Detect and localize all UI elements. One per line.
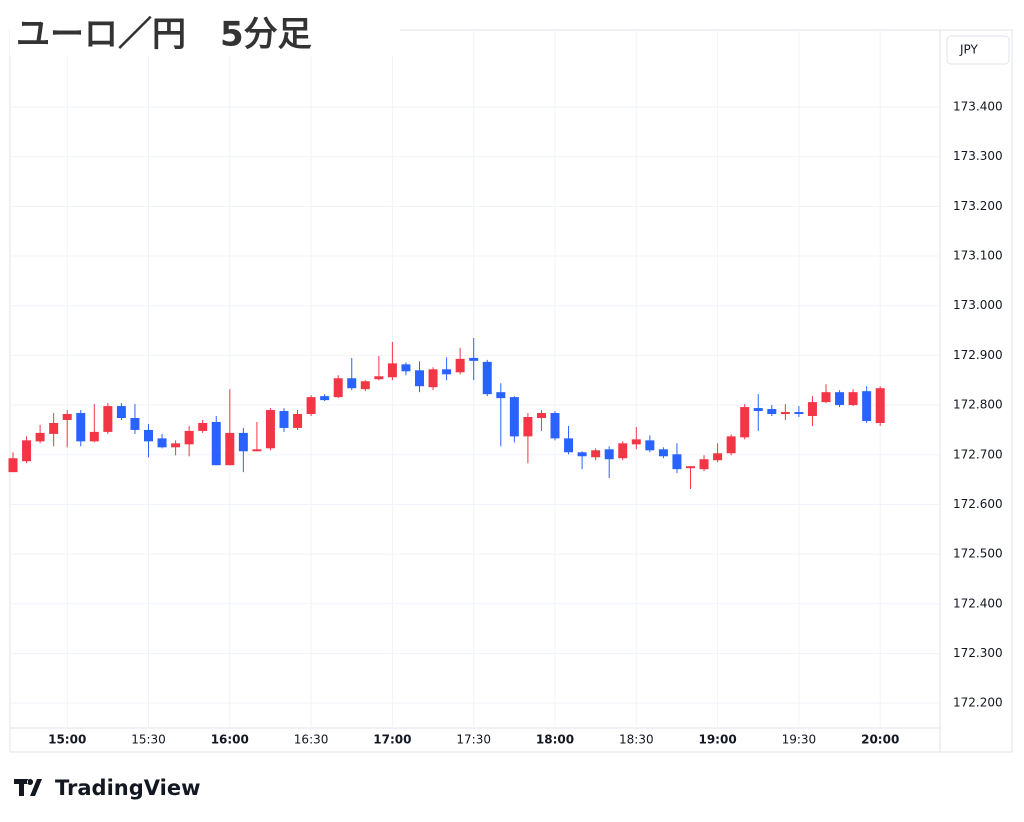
candle-body — [672, 454, 682, 470]
y-tick-label: 172.500 — [953, 547, 1003, 561]
y-tick-label: 173.300 — [953, 149, 1003, 163]
candle-body — [577, 452, 587, 457]
x-tick-label: 19:00 — [698, 733, 736, 747]
candle-body — [740, 407, 750, 438]
x-tick-label: 17:00 — [373, 733, 411, 747]
candle-body — [767, 409, 777, 415]
candle-body — [428, 369, 438, 388]
y-tick-label: 172.400 — [953, 596, 1003, 610]
candle-body — [265, 410, 275, 449]
candle-body — [279, 411, 289, 428]
candle-body — [374, 376, 384, 380]
x-tick-label: 20:00 — [861, 733, 899, 747]
title-bg — [10, 10, 400, 56]
candle-body — [347, 378, 357, 389]
candle-body — [509, 397, 519, 437]
candle-body — [591, 450, 601, 458]
candle-body — [198, 422, 208, 431]
candle-body — [631, 439, 641, 445]
candle-body — [699, 459, 709, 470]
grid — [10, 30, 940, 728]
candle-body — [103, 406, 113, 432]
candle-body — [130, 417, 140, 430]
candle-body — [645, 440, 655, 451]
brand-name: TradingView — [55, 776, 200, 800]
candle-body — [713, 453, 723, 461]
candle-body — [726, 436, 736, 454]
candle-body — [62, 414, 72, 420]
candle-body — [550, 413, 560, 439]
x-tick-label: 16:00 — [211, 733, 249, 747]
candle-body — [401, 364, 411, 372]
brand-logo — [14, 779, 42, 796]
candle-body — [835, 392, 845, 406]
y-tick-label: 172.200 — [953, 696, 1003, 710]
candle-body — [360, 381, 370, 390]
y-tick-label: 173.000 — [953, 298, 1003, 312]
candle-body — [238, 432, 248, 452]
x-tick-label: 15:30 — [131, 733, 166, 747]
y-tick-label: 172.700 — [953, 447, 1003, 461]
x-tick-label: 19:30 — [782, 733, 817, 747]
candle-body — [252, 449, 262, 452]
y-tick-label: 172.600 — [953, 497, 1003, 511]
candle-body — [320, 396, 330, 401]
y-tick-label: 173.100 — [953, 249, 1003, 263]
candle-body — [76, 413, 86, 442]
candle-body — [496, 392, 506, 399]
candle-body — [171, 443, 181, 448]
candle-body — [686, 466, 695, 469]
candle-body — [8, 458, 18, 473]
candle-body — [604, 449, 614, 460]
candle-body — [753, 408, 763, 412]
candle-body — [144, 429, 153, 442]
currency-box — [946, 35, 1010, 65]
candle-body — [482, 361, 492, 395]
candle-body — [442, 369, 452, 375]
candle-body — [523, 417, 533, 437]
currency-label: JPY — [959, 43, 979, 57]
candle-body — [821, 392, 831, 403]
candle-body — [387, 363, 397, 378]
x-tick-label: 18:00 — [536, 733, 574, 747]
candle-body — [536, 413, 546, 418]
candle-body — [862, 391, 872, 421]
candle-body — [225, 432, 235, 466]
candle-body — [807, 402, 817, 417]
candles — [8, 338, 885, 490]
candle-body — [89, 431, 99, 442]
candle-body — [469, 357, 479, 361]
candle-body — [780, 412, 790, 415]
candle-body — [184, 430, 194, 445]
y-tick-label: 172.300 — [953, 646, 1003, 660]
y-tick-label: 172.800 — [953, 398, 1003, 412]
chart-frame — [9, 29, 1013, 753]
candle-body — [157, 438, 167, 448]
x-tick-label: 16:30 — [294, 733, 329, 747]
candle-body — [333, 378, 343, 398]
candle-body — [794, 412, 804, 415]
candle-body — [415, 370, 424, 387]
y-tick-label: 173.200 — [953, 199, 1003, 213]
candle-body — [211, 421, 221, 466]
candle-body — [49, 422, 59, 434]
candle-body — [22, 440, 32, 462]
candle-body — [875, 388, 885, 423]
candle-body — [293, 414, 303, 428]
candle-body — [455, 358, 465, 373]
chart-title: ユーロ／円 5分足 — [16, 15, 312, 55]
candle-body — [848, 392, 858, 406]
x-tick-label: 18:30 — [619, 733, 654, 747]
candle-body — [35, 432, 45, 442]
x-tick-label: 17:30 — [456, 733, 491, 747]
x-tick-label: 15:00 — [48, 733, 86, 747]
candle-body — [116, 406, 126, 418]
candle-body — [306, 397, 316, 415]
y-tick-label: 173.400 — [953, 100, 1003, 114]
candle-body — [658, 449, 668, 457]
y-tick-label: 172.900 — [953, 348, 1003, 362]
candle-body — [618, 443, 628, 459]
candle-body — [564, 438, 574, 453]
